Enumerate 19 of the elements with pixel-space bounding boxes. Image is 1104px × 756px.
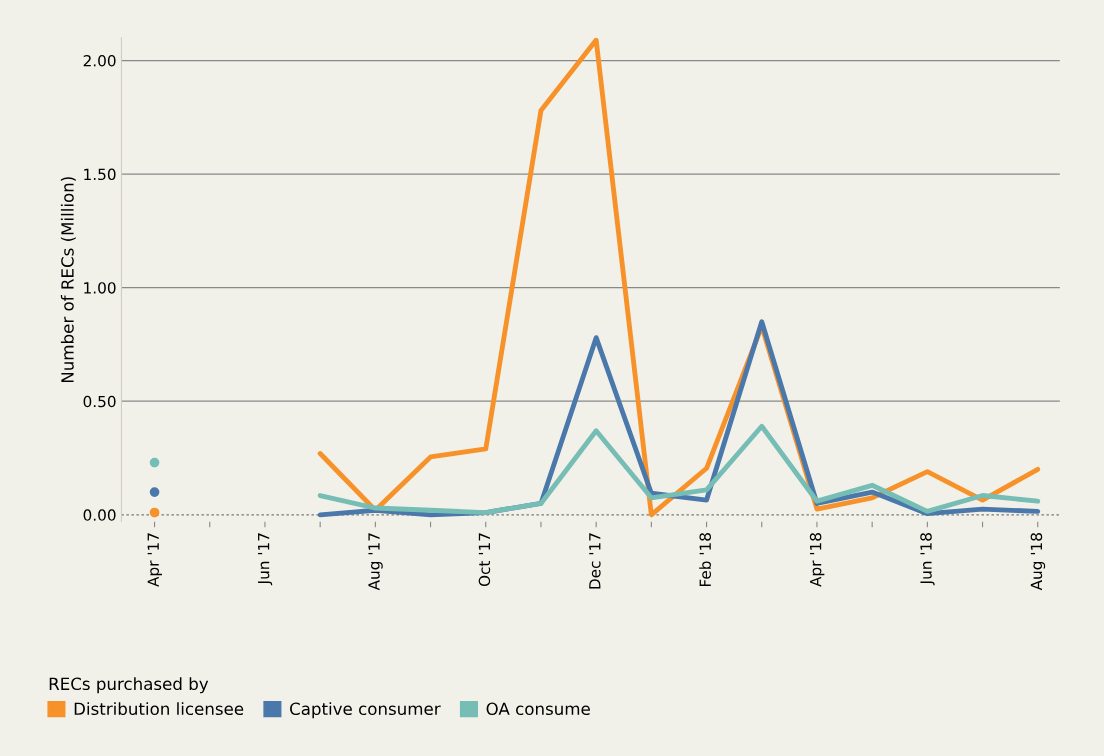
legend-label: Distribution licensee [74,702,244,716]
y-tick-label: 0.50 [83,395,116,408]
x-tick-label: Apr '17 [147,533,162,587]
x-tick-label: Jun '17 [258,533,273,586]
y-axis-title: Number of RECs (Million) [60,177,76,383]
x-tick-label: Feb '18 [699,533,711,587]
x-tick-label: Apr '18 [809,533,825,587]
y-tick-label: 1.00 [84,282,116,294]
legend-title: RECs purchased by [49,677,209,694]
x-tick-label: Dec '17 [589,533,601,589]
legend-label: Captive consumer [290,702,441,719]
y-tick-label: 1.50 [84,168,116,181]
x-tick-label: Oct '17 [478,533,491,587]
legend-label: OA consume [486,702,590,716]
x-tick-label: Jun '18 [920,533,935,586]
y-tick-label: 2.00 [83,54,116,67]
y-tick-label: 0.00 [83,509,116,521]
x-tick-label: Aug '18 [1030,533,1046,591]
x-tick-label: Aug '17 [368,533,383,591]
